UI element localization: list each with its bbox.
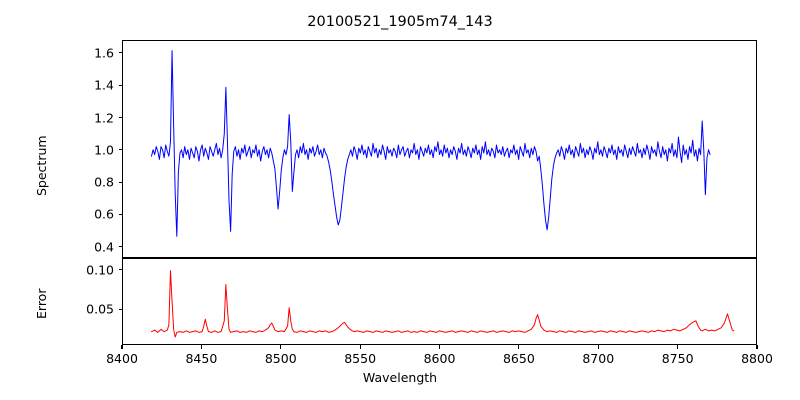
wavelength-tick-mark bbox=[597, 345, 599, 349]
spectrum-y-tick-mark bbox=[118, 84, 122, 86]
wavelength-tick-label: 8700 bbox=[582, 351, 615, 366]
spectrum-y-tick-mark bbox=[118, 52, 122, 54]
spectrum-y-tick-label: 0.4 bbox=[94, 239, 114, 255]
spectrum-y-tick-mark bbox=[118, 213, 122, 215]
error-y-tick-label: 0.10 bbox=[86, 262, 114, 278]
wavelength-tick-label: 8650 bbox=[502, 351, 535, 366]
wavelength-tick-mark bbox=[359, 345, 361, 349]
spectrum-line-plot bbox=[123, 41, 756, 257]
wavelength-tick-mark bbox=[756, 345, 758, 349]
wavelength-tick-label: 8750 bbox=[661, 351, 694, 366]
wavelength-tick-mark bbox=[280, 345, 282, 349]
wavelength-tick-mark bbox=[438, 345, 441, 349]
spectrum-y-tick-mark bbox=[118, 149, 122, 151]
spectrum-y-tick-label: 1.0 bbox=[94, 142, 114, 158]
spectrum-y-tick-label: 0.8 bbox=[94, 174, 114, 190]
spectrum-y-tick-mark bbox=[118, 116, 122, 119]
error-y-tick-label: 0.05 bbox=[86, 301, 114, 317]
error-axis-label: Error bbox=[34, 288, 49, 319]
wavelength-tick-mark bbox=[200, 345, 202, 349]
wavelength-tick-mark bbox=[121, 345, 123, 349]
wavelength-tick-label: 8800 bbox=[741, 351, 773, 366]
spectrum-y-tick-label: 1.6 bbox=[94, 45, 114, 61]
error-y-tick-mark bbox=[118, 269, 122, 271]
spectrum-y-tick-label: 1.2 bbox=[94, 110, 114, 125]
wavelength-axis-label: Wavelength bbox=[362, 370, 438, 385]
wavelength-tick-mark bbox=[518, 345, 520, 349]
wavelength-tick-label: 8550 bbox=[344, 351, 377, 366]
wavelength-tick-label: 8450 bbox=[185, 351, 218, 366]
figure-title: 20100521_1905m74_143 bbox=[307, 14, 493, 30]
error-y-tick-mark bbox=[118, 308, 122, 310]
spectrum-y-tick-mark bbox=[118, 246, 122, 248]
wavelength-tick-label: 8500 bbox=[264, 351, 297, 366]
spectrum-axis-label: Spectrum bbox=[34, 135, 49, 196]
spectrum-y-tick-label: 1.4 bbox=[94, 77, 114, 93]
wavelength-tick-label: 8600 bbox=[423, 351, 456, 366]
spectrum-plot-panel bbox=[122, 40, 757, 258]
spectrum-data-line bbox=[151, 51, 710, 237]
wavelength-tick-mark bbox=[677, 345, 679, 349]
wavelength-tick-label: 8400 bbox=[106, 351, 138, 366]
spectrum-y-tick-label: 0.6 bbox=[94, 206, 114, 222]
error-data-line bbox=[151, 271, 733, 337]
spectrum-y-tick-mark bbox=[118, 181, 122, 183]
error-plot-panel bbox=[122, 258, 757, 345]
error-line-plot bbox=[123, 259, 756, 344]
